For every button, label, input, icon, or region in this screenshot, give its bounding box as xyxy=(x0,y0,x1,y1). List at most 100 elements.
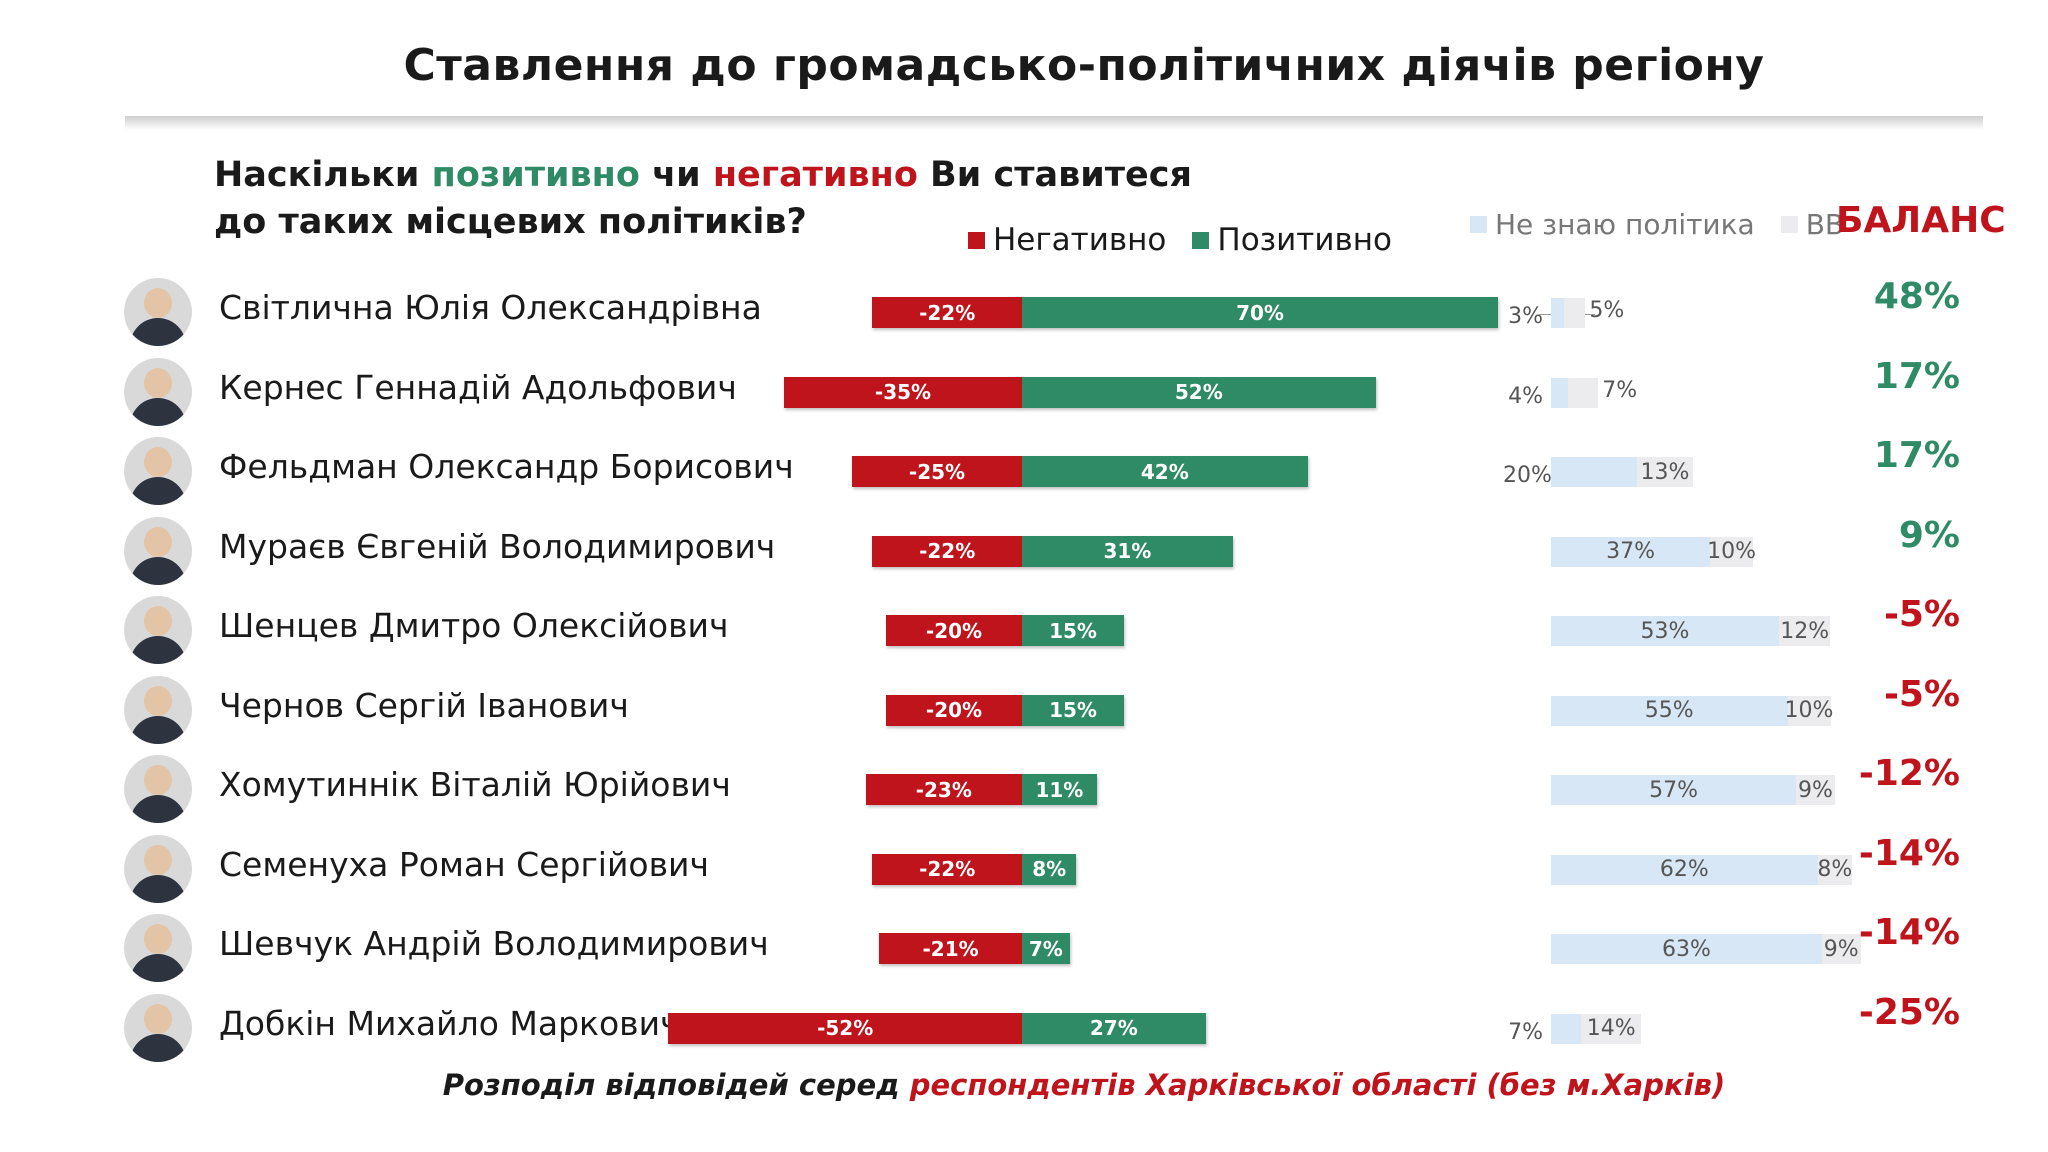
question-part-3: Ви ставитеся xyxy=(917,155,1193,195)
negative-bar: -22% xyxy=(872,535,1022,567)
negative-bar: -22% xyxy=(872,297,1022,328)
question-part-1: Наскільки xyxy=(214,155,432,195)
balance-value: -5% xyxy=(1883,594,1960,635)
question-negative-word: негативно xyxy=(712,155,918,195)
dont-know-segment xyxy=(1551,457,1637,487)
title-divider xyxy=(125,116,1983,130)
politician-name: Світлична Юлія Олександрівна xyxy=(219,288,762,327)
avatar-body xyxy=(130,318,186,346)
politician-name: Добкін Михайло Маркович xyxy=(219,1003,680,1043)
avatar-body xyxy=(130,636,186,664)
legend-secondary: Не знаю політика ВВ xyxy=(1470,208,1870,241)
avatar-photo xyxy=(124,914,192,982)
vv-segment xyxy=(1563,298,1586,328)
avatar-head xyxy=(144,367,172,398)
vv-segment: 9% xyxy=(1821,934,1861,964)
avatar-body xyxy=(130,795,186,823)
legend-positive-swatch xyxy=(1192,231,1210,249)
positive-bar: 27% xyxy=(1022,1012,1206,1044)
avatar-head xyxy=(144,924,172,954)
question-positive-word: позитивно xyxy=(431,155,640,195)
negative-bar: -20% xyxy=(886,615,1022,646)
vv-segment: 9% xyxy=(1796,775,1835,805)
dont-know-label: 3% xyxy=(1508,304,1543,329)
vv-label: 7% xyxy=(1602,377,1638,403)
avatar-body xyxy=(130,874,186,903)
balance-value: -14% xyxy=(1858,912,1960,953)
dont-know-segment: 57% xyxy=(1551,775,1797,805)
vv-segment: 13% xyxy=(1637,457,1693,487)
dont-know-segment: 63% xyxy=(1551,934,1822,964)
negative-bar: -21% xyxy=(879,933,1022,964)
vv-segment: 12% xyxy=(1778,616,1831,646)
legend-dont-know: Не знаю політика xyxy=(1495,208,1755,241)
positive-bar: 7% xyxy=(1022,933,1070,964)
vv-segment: 10% xyxy=(1785,695,1833,726)
politician-name: Шенцев Дмитро Олексійович xyxy=(219,606,729,645)
negative-bar: -52% xyxy=(668,1012,1022,1044)
positive-bar: 11% xyxy=(1022,774,1097,805)
avatar-body xyxy=(130,954,186,982)
vv-segment: 10% xyxy=(1707,536,1756,567)
avatar-photo xyxy=(124,993,192,1062)
avatar-photo xyxy=(124,437,192,505)
balance-header: БАЛАНС xyxy=(1836,200,2006,241)
avatar-body xyxy=(130,715,186,744)
balance-value: -14% xyxy=(1858,832,1960,874)
dont-know-label: 7% xyxy=(1508,1019,1543,1045)
politician-name: Чернов Сергій Іванович xyxy=(219,685,629,725)
footer-part-2: респондентів Харківської області (без м.… xyxy=(909,1068,1726,1102)
avatar-head xyxy=(144,844,172,875)
vv-label: 5% xyxy=(1589,298,1625,323)
legend-dont-know-swatch xyxy=(1470,216,1487,233)
avatar-head xyxy=(144,447,172,477)
politician-name: Мураєв Євгеній Володимирович xyxy=(219,526,776,566)
negative-bar: -22% xyxy=(872,853,1022,885)
politician-name: Хомутиннік Віталій Юрійович xyxy=(219,765,731,804)
dont-know-segment xyxy=(1551,1013,1582,1044)
avatar-photo xyxy=(124,755,192,823)
politician-name: Кернес Геннадій Адольфович xyxy=(219,367,737,407)
avatar-photo xyxy=(124,675,192,744)
avatar-photo xyxy=(124,596,192,664)
avatar-head xyxy=(144,526,172,557)
balance-value: -25% xyxy=(1858,991,1960,1033)
avatar-body xyxy=(130,397,186,426)
dont-know-label: 4% xyxy=(1508,383,1543,409)
leader-line-left xyxy=(1539,314,1551,315)
avatar-photo xyxy=(124,357,192,426)
positive-bar: 52% xyxy=(1022,376,1376,408)
footer-part-1: Розподіл відповідей серед xyxy=(442,1068,910,1102)
avatar-head xyxy=(144,685,172,716)
positive-bar: 31% xyxy=(1022,535,1233,567)
vv-segment: 14% xyxy=(1581,1013,1642,1044)
dont-know-segment: 62% xyxy=(1551,854,1818,885)
legend-positive: Позитивно xyxy=(1217,222,1393,258)
legend-negative: Негативно xyxy=(993,222,1167,258)
negative-bar: -20% xyxy=(886,694,1022,726)
politician-name: Фельдман Олександр Борисович xyxy=(219,447,794,486)
avatar-head xyxy=(144,1003,172,1034)
question-part-2: чи xyxy=(639,155,713,195)
balance-value: -5% xyxy=(1883,673,1960,715)
negative-bar: -25% xyxy=(852,456,1022,487)
vv-segment xyxy=(1568,377,1599,408)
vv-segment: 8% xyxy=(1817,854,1852,885)
positive-bar: 8% xyxy=(1022,853,1077,885)
leader-line-right xyxy=(1585,314,1596,315)
avatar-body xyxy=(130,556,186,585)
balance-value: 17% xyxy=(1873,435,1960,476)
legend-main: Негативно Позитивно xyxy=(968,222,1418,258)
balance-value: 17% xyxy=(1873,355,1960,397)
balance-value: 48% xyxy=(1873,276,1960,317)
negative-bar: -35% xyxy=(784,376,1022,408)
avatar-photo xyxy=(124,516,192,585)
legend-negative-swatch xyxy=(968,231,985,249)
avatar-body xyxy=(130,1033,186,1062)
dont-know-segment: 37% xyxy=(1551,536,1711,567)
question-line-2: до таких місцевих політиків? xyxy=(214,202,807,242)
dont-know-segment xyxy=(1551,298,1564,328)
politician-name: Шевчук Андрій Володимирович xyxy=(219,924,769,963)
positive-bar: 70% xyxy=(1022,297,1498,328)
legend-vv-swatch xyxy=(1780,216,1798,233)
